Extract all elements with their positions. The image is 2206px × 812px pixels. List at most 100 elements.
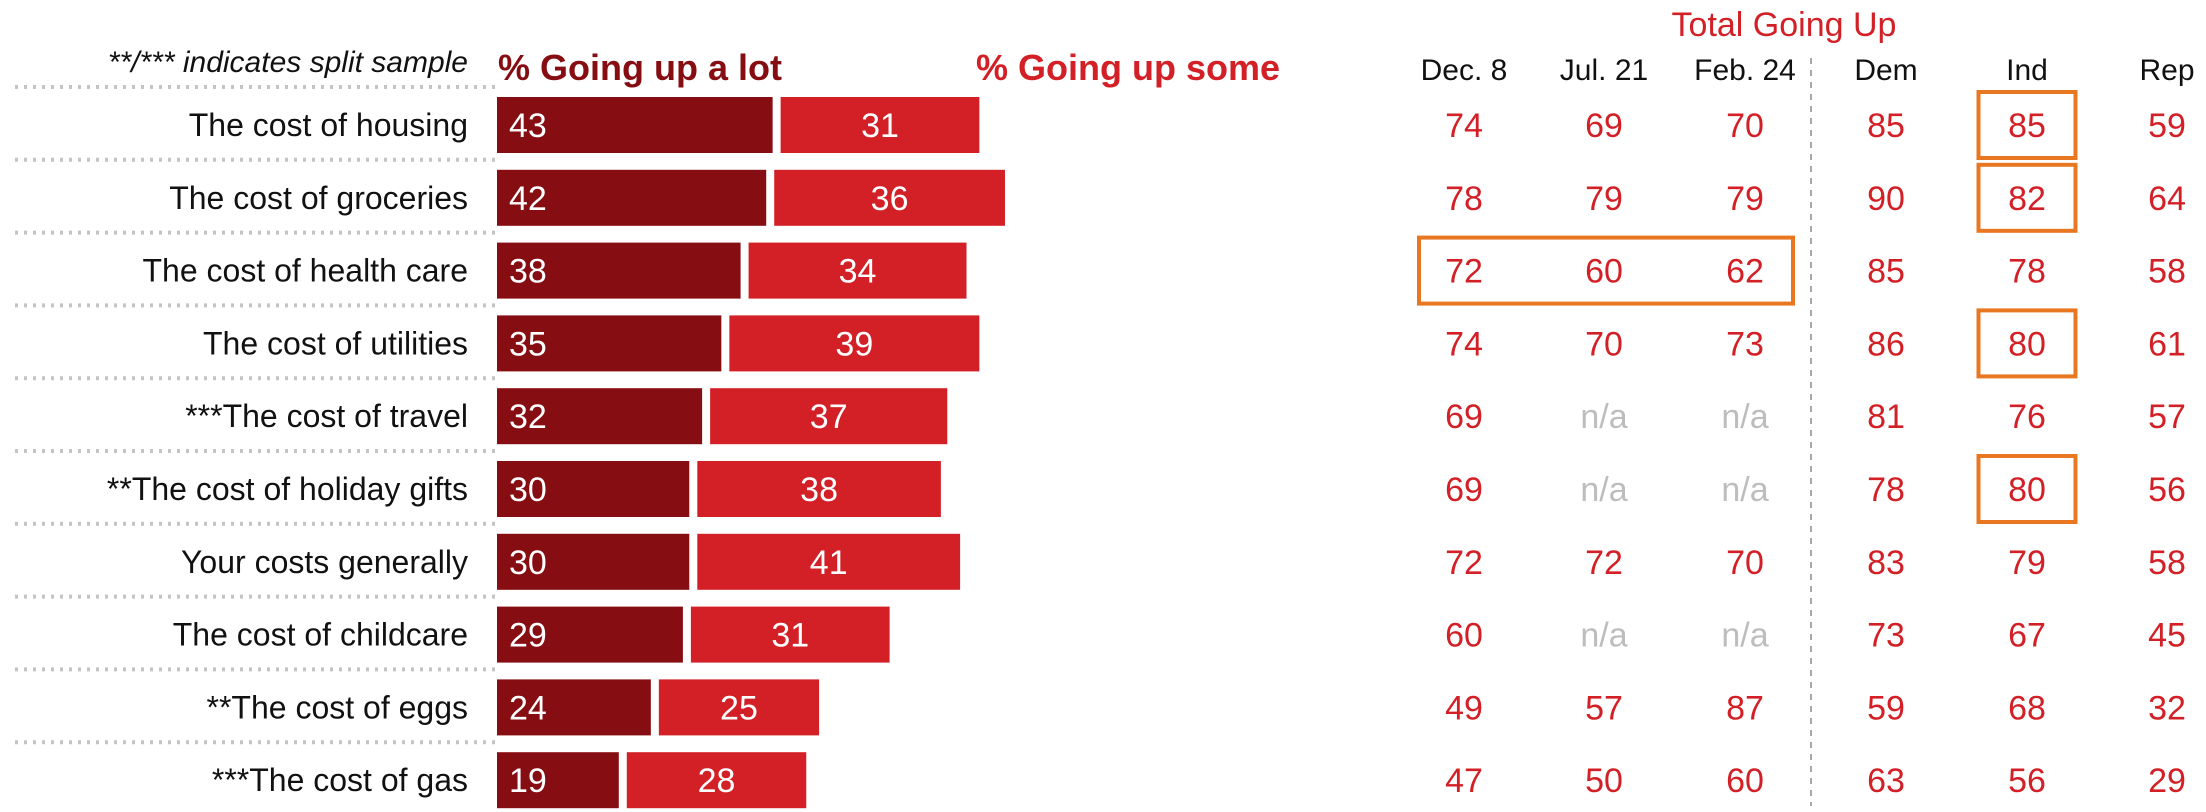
category-label: The cost of utilities: [203, 325, 468, 361]
table-cell: 62: [1726, 253, 1764, 291]
table-cell: 70: [1726, 544, 1764, 582]
highlight-box: [1976, 308, 2078, 379]
bar-going-up-a-lot: [497, 97, 773, 153]
table-header: Jul. 21: [1560, 54, 1648, 87]
bar-going-up-some: [780, 97, 980, 153]
table-cell: 83: [1867, 544, 1905, 582]
table-cell: 86: [1867, 325, 1905, 363]
bar-label-a-lot: 35: [509, 325, 547, 363]
bar-going-up-some: [690, 606, 890, 663]
bar-going-up-some: [729, 315, 980, 372]
table-cell: 79: [1585, 180, 1623, 218]
table-row: Your costs generally 30 41 72 72 70 83 79 58: [15, 521, 2186, 590]
bar-label-some: 39: [835, 325, 873, 363]
bar-label-some: 37: [810, 398, 848, 436]
highlight-box: [1976, 162, 2078, 233]
table-cell: 85: [1867, 253, 1905, 291]
category-label: The cost of health care: [142, 253, 468, 289]
table-cell: 60: [1726, 762, 1764, 800]
table-cell: 63: [1867, 762, 1905, 800]
bar-going-up-some: [697, 533, 961, 590]
table-row: The cost of groceries 42 36 78 79 79 90 82 64: [15, 157, 2186, 226]
legend-going-up-a-lot: % Going up a lot: [498, 47, 782, 88]
bar-going-up-some: [697, 461, 941, 517]
category-label: ***The cost of gas: [212, 762, 468, 798]
category-label: The cost of childcare: [173, 617, 468, 653]
bar-label-some: 34: [839, 253, 877, 291]
bar-label-a-lot: 30: [509, 471, 547, 509]
bar-label-a-lot: 43: [509, 107, 547, 145]
bar-going-up-a-lot: [497, 679, 651, 736]
table-cell: 74: [1445, 107, 1483, 145]
bar-label-a-lot: 30: [509, 544, 547, 582]
bar-label-some: 38: [800, 471, 838, 509]
table-row: **The cost of eggs 24 25 49 57 87 59 68 32: [15, 667, 2186, 736]
table-cell: 59: [2148, 107, 2186, 145]
bar-label-a-lot: 24: [509, 689, 547, 727]
table-header: Dem: [1854, 54, 1917, 87]
table-cell: 29: [2148, 762, 2186, 800]
bar-going-up-a-lot: [497, 388, 703, 445]
bar-going-up-some: [748, 242, 967, 299]
table-cell: 56: [2148, 471, 2186, 509]
table-cell: 80: [2008, 471, 2046, 509]
highlight-box: [1976, 454, 2078, 524]
table-cell: 74: [1445, 325, 1483, 363]
bar-going-up-a-lot: [497, 315, 722, 372]
category-label: Your costs generally: [181, 544, 468, 580]
table-header: Rep: [2139, 54, 2194, 87]
table-cell: 70: [1585, 325, 1623, 363]
table-cell: 60: [1445, 617, 1483, 655]
table-cell: 82: [2008, 180, 2046, 218]
table-header: Dec. 8: [1421, 54, 1508, 87]
bar-label-a-lot: 38: [509, 253, 547, 291]
bar-going-up-a-lot: [497, 169, 767, 226]
table-row: The cost of health care 38 34 72 60 62 85 78 58: [15, 230, 2186, 299]
table-cell: 32: [2148, 689, 2186, 727]
bar-label-a-lot: 42: [509, 180, 547, 218]
table-cell: 78: [2008, 253, 2046, 291]
bar-going-up-some: [626, 752, 807, 809]
highlight-box: [1417, 235, 1795, 306]
table-cell: n/a: [1580, 617, 1627, 655]
table-header: Feb. 24: [1694, 54, 1796, 87]
category-label: ***The cost of travel: [185, 398, 468, 434]
table-row: ***The cost of gas 19 28 47 50 60 63 56 29: [15, 740, 2186, 809]
legend-going-up-some: % Going up some: [976, 47, 1280, 88]
table-cell: 69: [1445, 398, 1483, 436]
highlights-layer: [1417, 90, 2078, 524]
table-cell: 79: [1726, 180, 1764, 218]
table-cell: n/a: [1721, 471, 1768, 509]
table-cell: 47: [1445, 762, 1483, 800]
split-sample-note: **/*** indicates split sample: [108, 46, 468, 79]
table-cell: 59: [1867, 689, 1905, 727]
table-header: Ind: [2006, 54, 2048, 87]
bar-label-some: 41: [810, 544, 848, 582]
table-cell: 73: [1726, 325, 1764, 363]
table-cell: 80: [2008, 325, 2046, 363]
bar-label-a-lot: 32: [509, 398, 547, 436]
table-cell: 68: [2008, 689, 2046, 727]
table-cell: 57: [2148, 398, 2186, 436]
highlight-box: [1976, 90, 2078, 160]
table-cell: 70: [1726, 107, 1764, 145]
table-cell: 72: [1445, 544, 1483, 582]
table-cell: 58: [2148, 544, 2186, 582]
category-label: The cost of groceries: [169, 180, 468, 216]
table-cell: 81: [1867, 398, 1905, 436]
table-cell: 57: [1585, 689, 1623, 727]
table-cell: 69: [1445, 471, 1483, 509]
bar-label-some: 31: [861, 107, 899, 145]
table-row: The cost of childcare 29 31 60 n/a n/a 73 67 45: [15, 594, 2186, 663]
table-cell: 61: [2148, 325, 2186, 363]
table-cell: 67: [2008, 617, 2046, 655]
table-cell: 49: [1445, 689, 1483, 727]
table-row: ***The cost of travel 32 37 69 n/a n/a 81 76 57: [15, 376, 2186, 445]
bar-going-up-some: [658, 679, 820, 736]
table-cell: 69: [1585, 107, 1623, 145]
bar-label-some: 25: [720, 689, 758, 727]
table-cell: 85: [2008, 107, 2046, 145]
table-cell: 72: [1585, 544, 1623, 582]
